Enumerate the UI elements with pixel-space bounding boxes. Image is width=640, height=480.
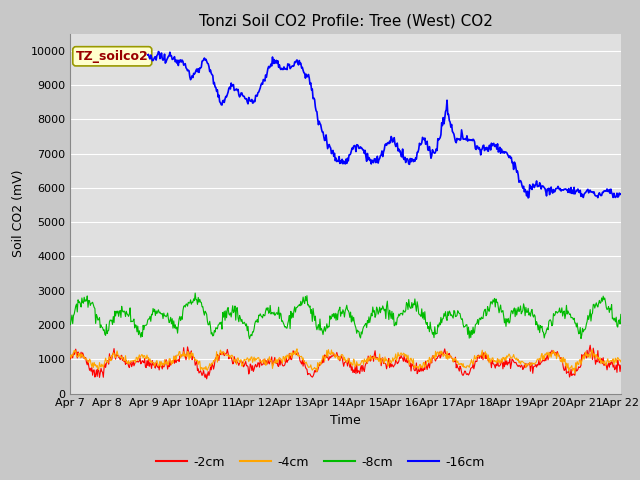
Legend: -2cm, -4cm, -8cm, -16cm: -2cm, -4cm, -8cm, -16cm: [150, 451, 490, 474]
Title: Tonzi Soil CO2 Profile: Tree (West) CO2: Tonzi Soil CO2 Profile: Tree (West) CO2: [198, 13, 493, 28]
Y-axis label: Soil CO2 (mV): Soil CO2 (mV): [12, 170, 25, 257]
Text: TZ_soilco2: TZ_soilco2: [76, 50, 148, 63]
X-axis label: Time: Time: [330, 414, 361, 427]
